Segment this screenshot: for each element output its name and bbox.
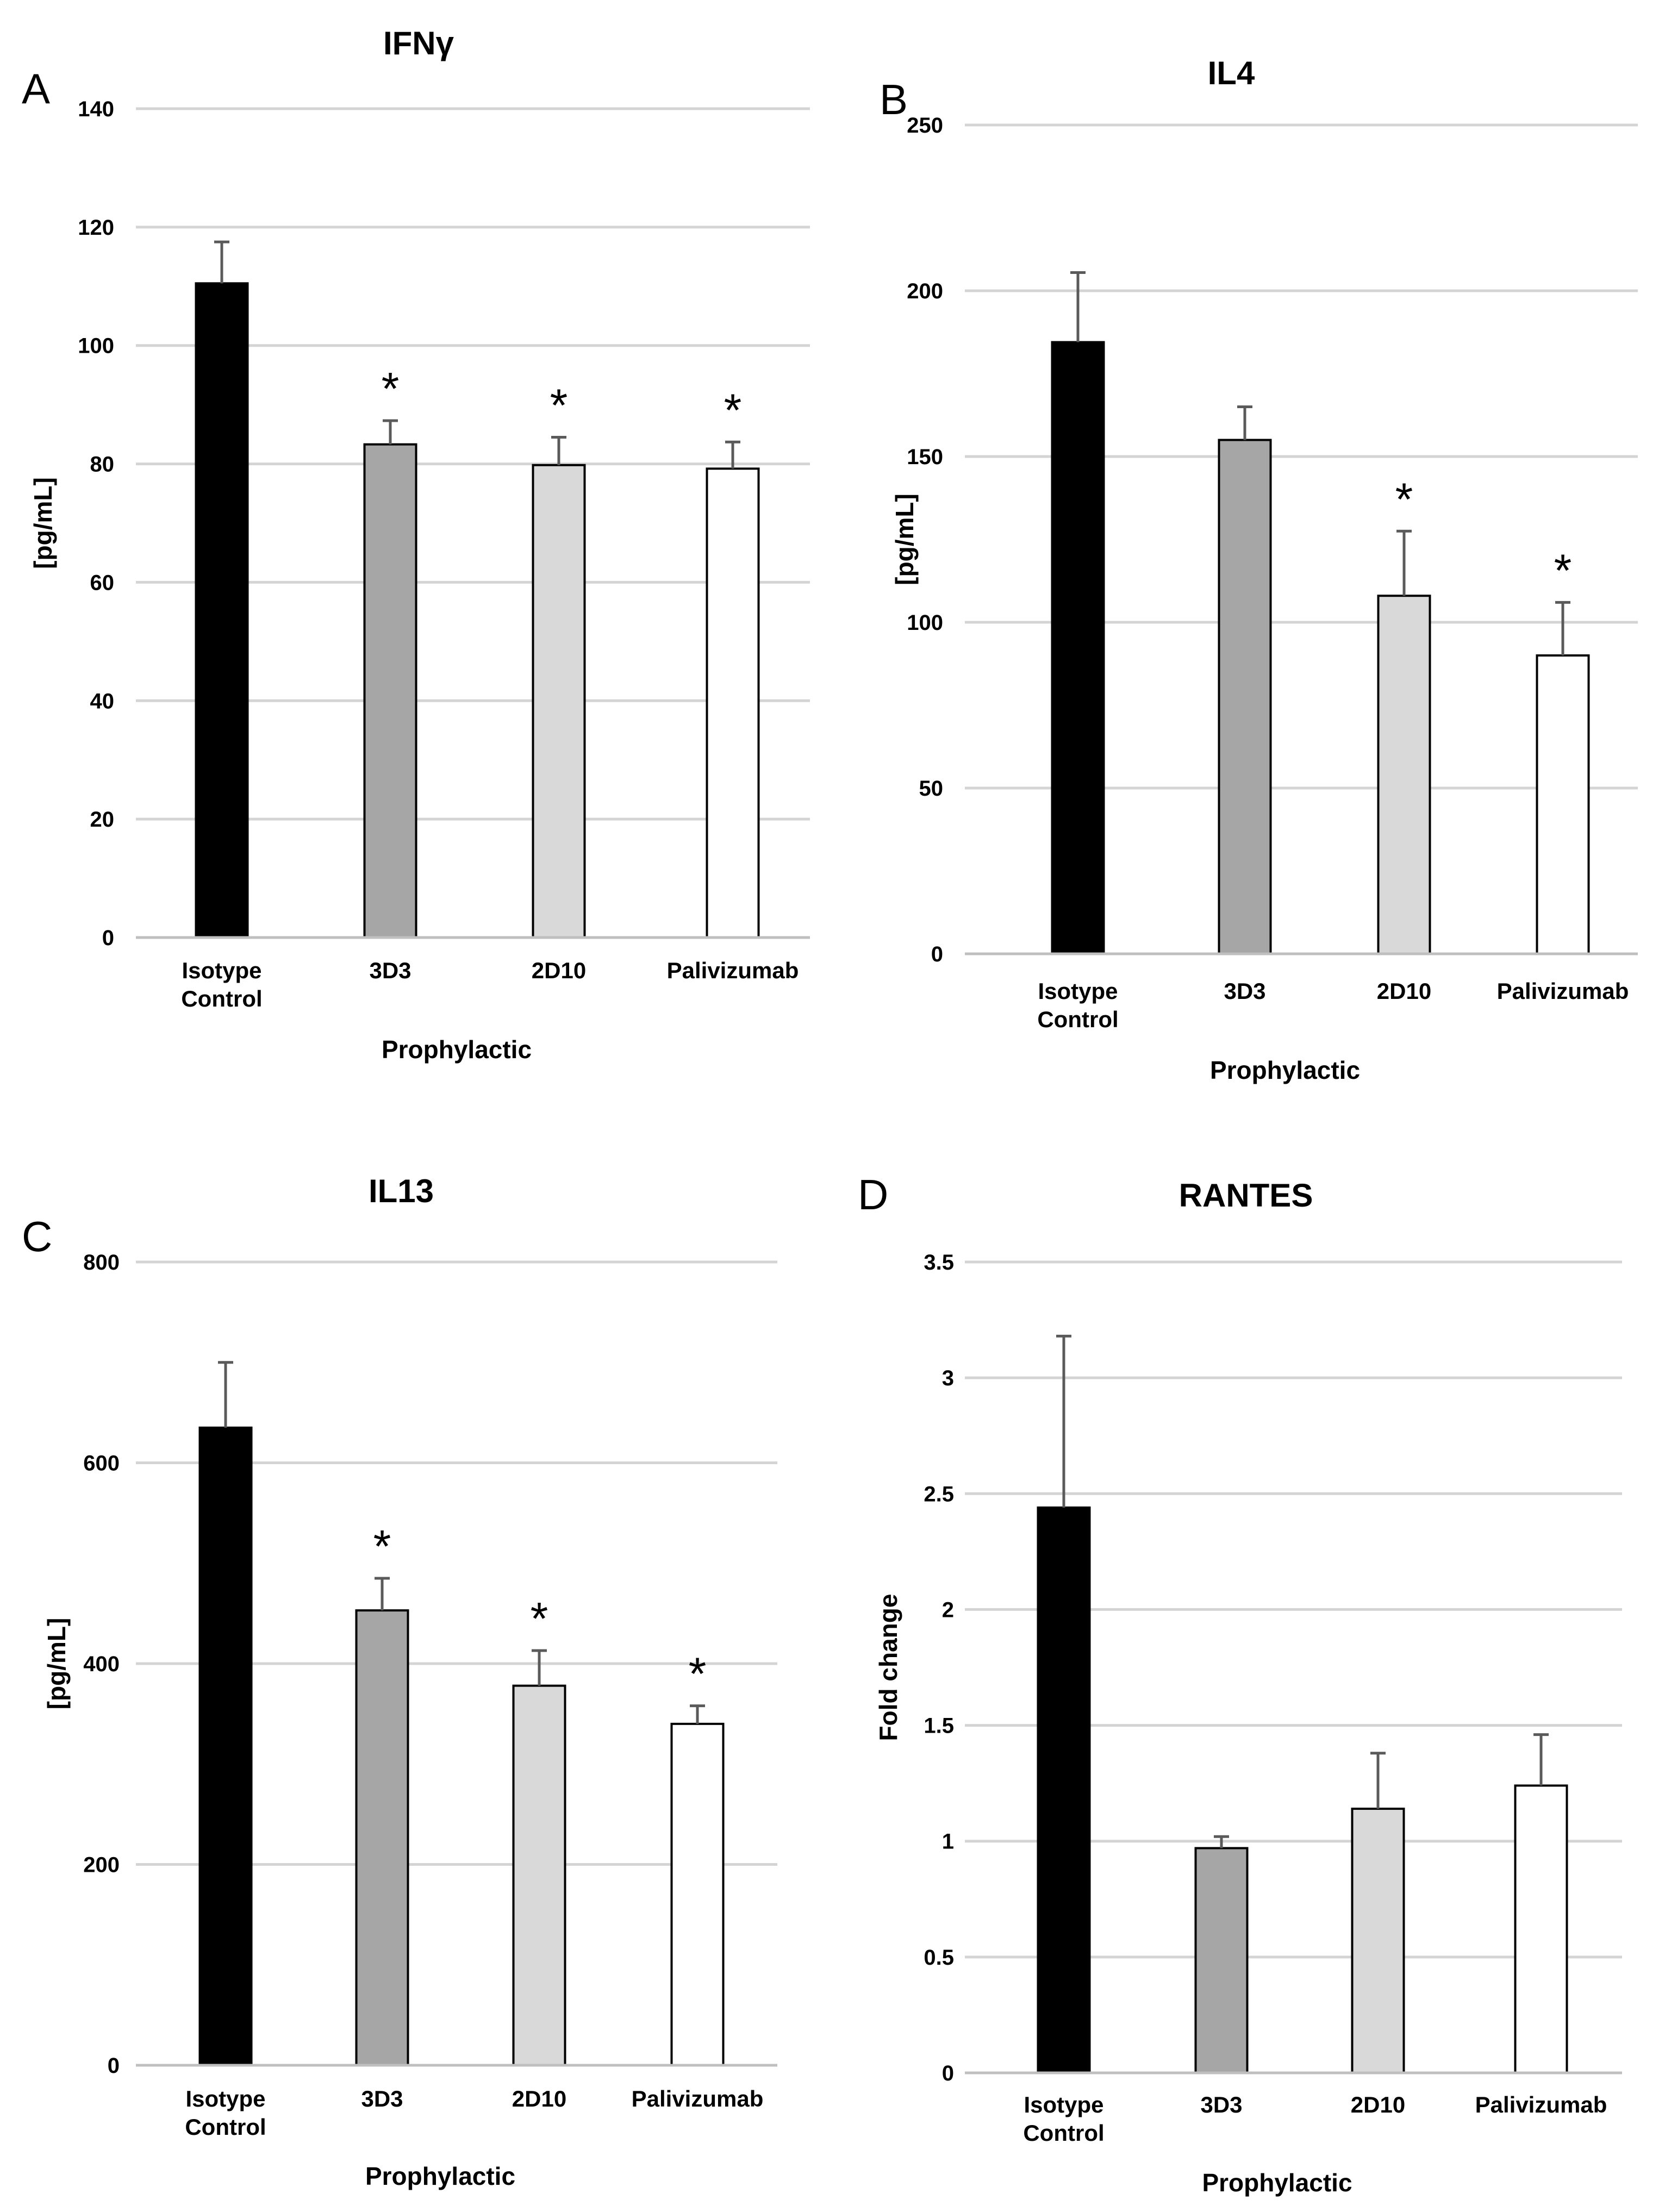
x-tick-label: Isotype (1038, 978, 1118, 1004)
bar-palivizumab (670, 1722, 725, 2067)
x-tick-label: Palivizumab (1497, 978, 1629, 1004)
x-axis-title: Prophylactic (1210, 1056, 1360, 1084)
bar-isotype-control (1037, 1506, 1091, 2074)
y-tick-label: 100 (907, 611, 943, 635)
x-tick-label: Control (1023, 2120, 1104, 2146)
significance-star: * (550, 380, 568, 431)
bar-palivizumab (706, 467, 760, 939)
bar-palivizumab (1536, 654, 1590, 955)
x-tick-label: 3D3 (361, 2086, 403, 2111)
y-tick-label: 80 (90, 453, 115, 477)
x-tick-label: 3D3 (1200, 2092, 1242, 2117)
bar-3d3 (1194, 1847, 1249, 2074)
y-tick-label: 60 (90, 571, 115, 595)
x-tick-label: 3D3 (1224, 978, 1265, 1004)
significance-star: * (1554, 545, 1572, 596)
bar-isotype-control (198, 1426, 253, 2066)
y-tick-label: 400 (83, 1652, 120, 1676)
x-tick-label: Isotype (182, 958, 261, 983)
bar-2d10 (532, 464, 586, 939)
chart-title: RANTES (1179, 1177, 1313, 1214)
x-tick-label: 2D10 (1377, 978, 1431, 1004)
significance-star: * (373, 1521, 391, 1572)
x-axis-title: Prophylactic (365, 2162, 515, 2190)
y-tick-label: 20 (90, 808, 115, 832)
x-tick-label: Control (185, 2114, 266, 2140)
significance-star: * (382, 363, 400, 414)
y-tick-label: 40 (90, 689, 115, 713)
x-tick-label: Isotype (185, 2086, 265, 2111)
y-tick-label: 0 (942, 2061, 954, 2085)
panel-letter: A (22, 65, 50, 113)
chart-title: IL4 (1208, 55, 1255, 91)
y-tick-label: 800 (83, 1251, 120, 1274)
bar-2d10 (1351, 1808, 1405, 2074)
y-tick-label: 50 (919, 777, 944, 801)
y-axis-title: [pg/mL] (42, 1618, 71, 1710)
y-axis-title: Fold change (874, 1594, 902, 1741)
y-tick-label: 2.5 (924, 1482, 954, 1506)
y-tick-label: 600 (83, 1452, 120, 1476)
y-tick-label: 140 (78, 97, 114, 121)
panel-letter: C (22, 1213, 52, 1260)
y-tick-label: 100 (78, 334, 114, 358)
y-tick-label: 3 (942, 1366, 954, 1390)
bar-2d10 (1377, 595, 1431, 955)
significance-star: * (531, 1593, 548, 1644)
x-tick-label: Control (1037, 1007, 1118, 1032)
x-tick-label: 3D3 (369, 958, 411, 983)
x-axis-title: Prophylactic (1202, 2169, 1352, 2197)
x-tick-label: Palivizumab (632, 2086, 764, 2111)
x-tick-label: Control (181, 986, 262, 1011)
chart-panel-a: A IFNγ 0 20 40 60 80 100 120 140 * * * Isotype Control… (22, 25, 810, 1064)
y-axis-title: [pg/mL] (29, 477, 57, 569)
significance-star: * (1395, 473, 1413, 524)
y-tick-label: 0 (102, 926, 114, 950)
y-tick-label: 120 (78, 216, 114, 240)
bar-2d10 (512, 1684, 566, 2066)
x-tick-label: Palivizumab (667, 958, 799, 983)
y-axis-title: [pg/mL] (890, 493, 919, 585)
bar-isotype-control (1051, 341, 1105, 955)
panel-letter: B (880, 76, 908, 123)
y-tick-label: 200 (83, 1853, 120, 1877)
bar-3d3 (1218, 439, 1272, 955)
y-tick-label: 150 (907, 445, 943, 469)
significance-star: * (724, 384, 742, 435)
chart-panel-d: D RANTES 0 0.5 1 1.5 2 2.5 3 3.5 Isotype Control 3D3… (858, 1171, 1622, 2197)
y-tick-label: 3.5 (924, 1251, 954, 1274)
chart-panel-c: C IL13 0 200 400 600 800 * * * Isotype Control 3D3 2D… (22, 1173, 777, 2190)
x-tick-label: 2D10 (532, 958, 586, 983)
bar-palivizumab (1514, 1784, 1568, 2074)
x-tick-label: Isotype (1024, 2092, 1103, 2117)
chart-panel-b: B IL4 0 50 100 150 200 250 * * Isotype Control 3D3 2D… (880, 55, 1638, 1084)
x-tick-label: 2D10 (512, 2086, 566, 2111)
y-tick-label: 200 (907, 279, 943, 303)
y-tick-label: 0.5 (924, 1946, 954, 1970)
bar-isotype-control (195, 282, 249, 939)
y-tick-label: 250 (907, 114, 943, 138)
y-tick-label: 1.5 (924, 1714, 954, 1738)
chart-title: IFNγ (383, 25, 454, 61)
significance-star: * (689, 1648, 707, 1699)
y-tick-label: 0 (931, 942, 943, 966)
y-tick-label: 2 (942, 1598, 954, 1622)
x-axis-title: Prophylactic (382, 1035, 532, 1064)
chart-title: IL13 (369, 1173, 434, 1209)
panel-letter: D (858, 1171, 888, 1219)
bar-3d3 (355, 1609, 409, 2066)
x-tick-label: 2D10 (1351, 2092, 1405, 2117)
y-tick-label: 1 (942, 1830, 954, 1854)
y-tick-label: 0 (108, 2054, 120, 2078)
x-tick-label: Palivizumab (1475, 2092, 1607, 2117)
bar-3d3 (363, 443, 417, 939)
